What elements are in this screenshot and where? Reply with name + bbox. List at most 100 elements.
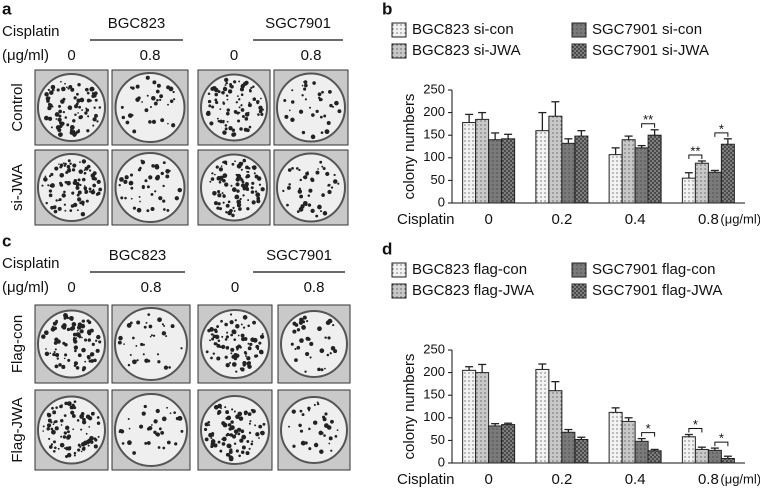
colony xyxy=(240,429,245,434)
colony xyxy=(222,101,225,104)
colony xyxy=(49,352,52,355)
dose-unit: (μg/ml) xyxy=(2,279,49,296)
dose-label: 0.8 xyxy=(140,47,161,64)
colony xyxy=(71,403,75,407)
colony xyxy=(66,452,72,458)
colony xyxy=(256,347,260,351)
colony xyxy=(42,430,45,432)
colony xyxy=(83,169,86,171)
colony xyxy=(237,119,241,123)
colony xyxy=(80,428,83,431)
bar xyxy=(462,122,477,204)
bar xyxy=(488,425,503,464)
colony xyxy=(143,325,147,329)
colony xyxy=(79,97,85,103)
colony xyxy=(141,411,146,416)
colony xyxy=(53,341,58,345)
colony xyxy=(48,116,53,121)
colony xyxy=(299,409,303,413)
colony xyxy=(70,326,76,331)
colony xyxy=(222,121,225,124)
x-tick-label: 0.4 xyxy=(625,471,646,488)
colony xyxy=(71,191,75,195)
bar xyxy=(608,411,623,464)
colony xyxy=(225,81,228,85)
colony xyxy=(246,128,250,133)
colony xyxy=(47,102,52,107)
colony xyxy=(57,206,62,211)
colony xyxy=(210,356,213,360)
colony xyxy=(87,320,92,325)
colony xyxy=(309,341,314,347)
colony xyxy=(236,189,240,193)
colony xyxy=(217,190,221,194)
colony xyxy=(94,438,98,442)
colony xyxy=(237,432,241,436)
colony xyxy=(299,317,304,323)
colony xyxy=(233,429,239,434)
dose-title: Cisplatin xyxy=(2,255,60,272)
colony xyxy=(304,370,307,373)
colony xyxy=(208,424,211,427)
colony xyxy=(221,442,226,446)
colony xyxy=(247,111,250,114)
legend-label: SGC7901 flag-JWA xyxy=(592,282,722,299)
colony xyxy=(321,90,324,94)
colony xyxy=(83,185,86,187)
colony xyxy=(147,313,151,316)
colony xyxy=(247,324,250,328)
colony xyxy=(236,203,241,208)
colony xyxy=(96,120,99,123)
colony xyxy=(240,168,243,171)
colony xyxy=(322,211,328,216)
colony xyxy=(317,204,322,210)
colony xyxy=(248,431,252,434)
colony xyxy=(163,365,169,370)
colony xyxy=(83,171,87,175)
bar xyxy=(694,162,709,204)
colony xyxy=(154,163,159,169)
colony xyxy=(319,449,324,454)
x-axis-unit: (μg/ml) xyxy=(720,211,760,226)
legend-swatch xyxy=(391,43,407,59)
colony xyxy=(45,201,48,205)
colony xyxy=(59,165,63,169)
colony xyxy=(315,214,319,218)
colony xyxy=(157,360,161,364)
colony xyxy=(225,203,230,208)
colony xyxy=(228,450,233,454)
colony xyxy=(258,424,263,429)
colony xyxy=(154,190,157,193)
colony xyxy=(325,320,331,326)
colony xyxy=(227,210,232,216)
colony xyxy=(301,84,304,87)
colony xyxy=(148,175,153,180)
colony xyxy=(231,434,237,439)
dose-label: 0 xyxy=(67,47,75,64)
colony xyxy=(55,406,58,409)
colony xyxy=(80,211,86,217)
significance-bracket xyxy=(714,441,729,447)
colony xyxy=(327,189,332,195)
colony xyxy=(313,442,319,448)
colony xyxy=(118,430,121,433)
colony xyxy=(242,316,246,319)
colony xyxy=(258,437,260,439)
colony xyxy=(63,447,66,449)
colony xyxy=(222,178,226,183)
colony xyxy=(132,129,137,134)
colony xyxy=(162,161,166,165)
colony xyxy=(250,186,254,190)
colony xyxy=(246,361,251,366)
colony xyxy=(82,203,85,206)
colony xyxy=(55,321,58,324)
colony xyxy=(238,98,241,101)
colony xyxy=(155,433,158,436)
colony xyxy=(323,434,326,437)
colony xyxy=(208,104,212,108)
colony xyxy=(216,325,220,328)
significance-label: * xyxy=(719,431,724,446)
colony xyxy=(160,118,165,123)
colony xyxy=(69,209,73,212)
bar xyxy=(488,139,503,204)
